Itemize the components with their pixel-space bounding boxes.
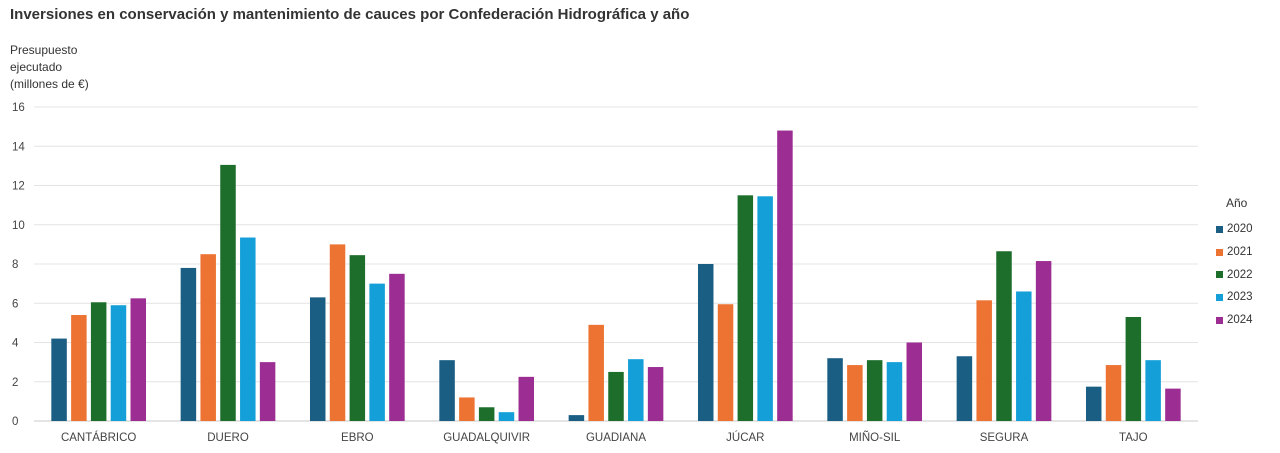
bar <box>1085 386 1102 421</box>
bar <box>886 362 903 421</box>
bar <box>1035 261 1052 421</box>
bar <box>439 360 455 421</box>
legend-label: 2022 <box>1227 268 1253 281</box>
bar <box>180 267 197 421</box>
bar <box>628 359 644 421</box>
y-axis-label-line-2: ejecutado <box>10 60 63 74</box>
bar <box>996 251 1012 421</box>
bar <box>1125 316 1142 421</box>
legend-item: 2021 <box>1216 241 1253 264</box>
bar <box>1145 360 1161 421</box>
y-tick-label: 6 <box>12 298 18 310</box>
bar <box>349 255 366 421</box>
bar <box>906 342 923 421</box>
bar <box>568 415 585 421</box>
x-tick-label: JÚCAR <box>726 431 764 444</box>
bar <box>827 358 843 421</box>
y-tick-label: 16 <box>12 102 25 114</box>
y-tick-label: 4 <box>12 338 19 350</box>
bar <box>130 298 147 421</box>
bar <box>498 412 515 421</box>
bar <box>240 237 256 421</box>
x-tick-label: CANTÁBRICO <box>61 431 136 444</box>
bar <box>847 365 863 421</box>
x-tick-label: GUADALQUIVIR <box>443 432 530 444</box>
bar <box>866 360 883 421</box>
bar <box>369 283 385 421</box>
chart-title: Inversiones en conservación y mantenimie… <box>10 6 690 23</box>
bar <box>51 338 67 421</box>
bar <box>608 371 624 421</box>
bar <box>518 376 535 421</box>
legend: Año 2020 2021 2022 2023 2024 <box>1216 196 1253 331</box>
legend-swatch <box>1216 248 1223 256</box>
y-tick-label: 2 <box>12 377 18 389</box>
x-tick-label: GUADIANA <box>586 432 646 444</box>
bar <box>717 304 734 421</box>
x-tick-label: MIÑO-SIL <box>849 431 901 444</box>
y-tick-label: 8 <box>12 259 18 271</box>
bar <box>110 305 127 421</box>
x-tick-label: DUERO <box>207 432 249 444</box>
bar <box>259 362 276 421</box>
bar <box>956 356 973 421</box>
bar <box>976 300 992 421</box>
legend-swatch <box>1216 293 1223 301</box>
legend-title: Año <box>1226 196 1248 210</box>
legend-swatch <box>1216 271 1223 279</box>
bar <box>329 244 346 421</box>
bar <box>71 315 87 421</box>
bar <box>737 195 754 421</box>
legend-item: 2024 <box>1216 309 1253 332</box>
x-tick-label: TAJO <box>1119 432 1148 444</box>
legend-item: 2022 <box>1216 263 1253 286</box>
bar <box>220 164 236 422</box>
bar <box>647 367 664 421</box>
y-tick-label: 10 <box>12 220 25 232</box>
y-axis-label-line-3: (millones de €) <box>10 77 89 91</box>
x-tick-label: EBRO <box>341 432 374 444</box>
x-tick-label: SEGURA <box>980 432 1029 444</box>
bar <box>309 297 326 421</box>
legend-label: 2021 <box>1227 246 1253 259</box>
bar <box>777 130 793 422</box>
legend-label: 2023 <box>1227 291 1253 304</box>
y-axis-label: Presupuesto ejecutado (millones de €) <box>10 42 120 93</box>
bar <box>697 264 714 421</box>
bar <box>389 273 405 421</box>
bar <box>459 397 475 421</box>
legend-item: 2020 <box>1216 218 1253 241</box>
legend-swatch <box>1216 225 1223 233</box>
bar <box>478 407 495 421</box>
legend-item: 2023 <box>1216 286 1253 309</box>
legend-swatch <box>1216 316 1223 324</box>
y-tick-label: 14 <box>12 141 25 153</box>
bar <box>588 324 604 421</box>
y-tick-label: 0 <box>12 416 18 428</box>
bar <box>1016 291 1032 421</box>
y-axis-label-line-1: Presupuesto <box>10 43 78 57</box>
legend-label: 2020 <box>1227 223 1253 236</box>
bar <box>757 196 773 421</box>
bar <box>200 254 216 421</box>
bar <box>1165 388 1181 421</box>
legend-label: 2024 <box>1227 314 1253 327</box>
bar <box>90 302 107 421</box>
bar <box>1105 365 1122 421</box>
y-tick-label: 12 <box>12 181 25 193</box>
